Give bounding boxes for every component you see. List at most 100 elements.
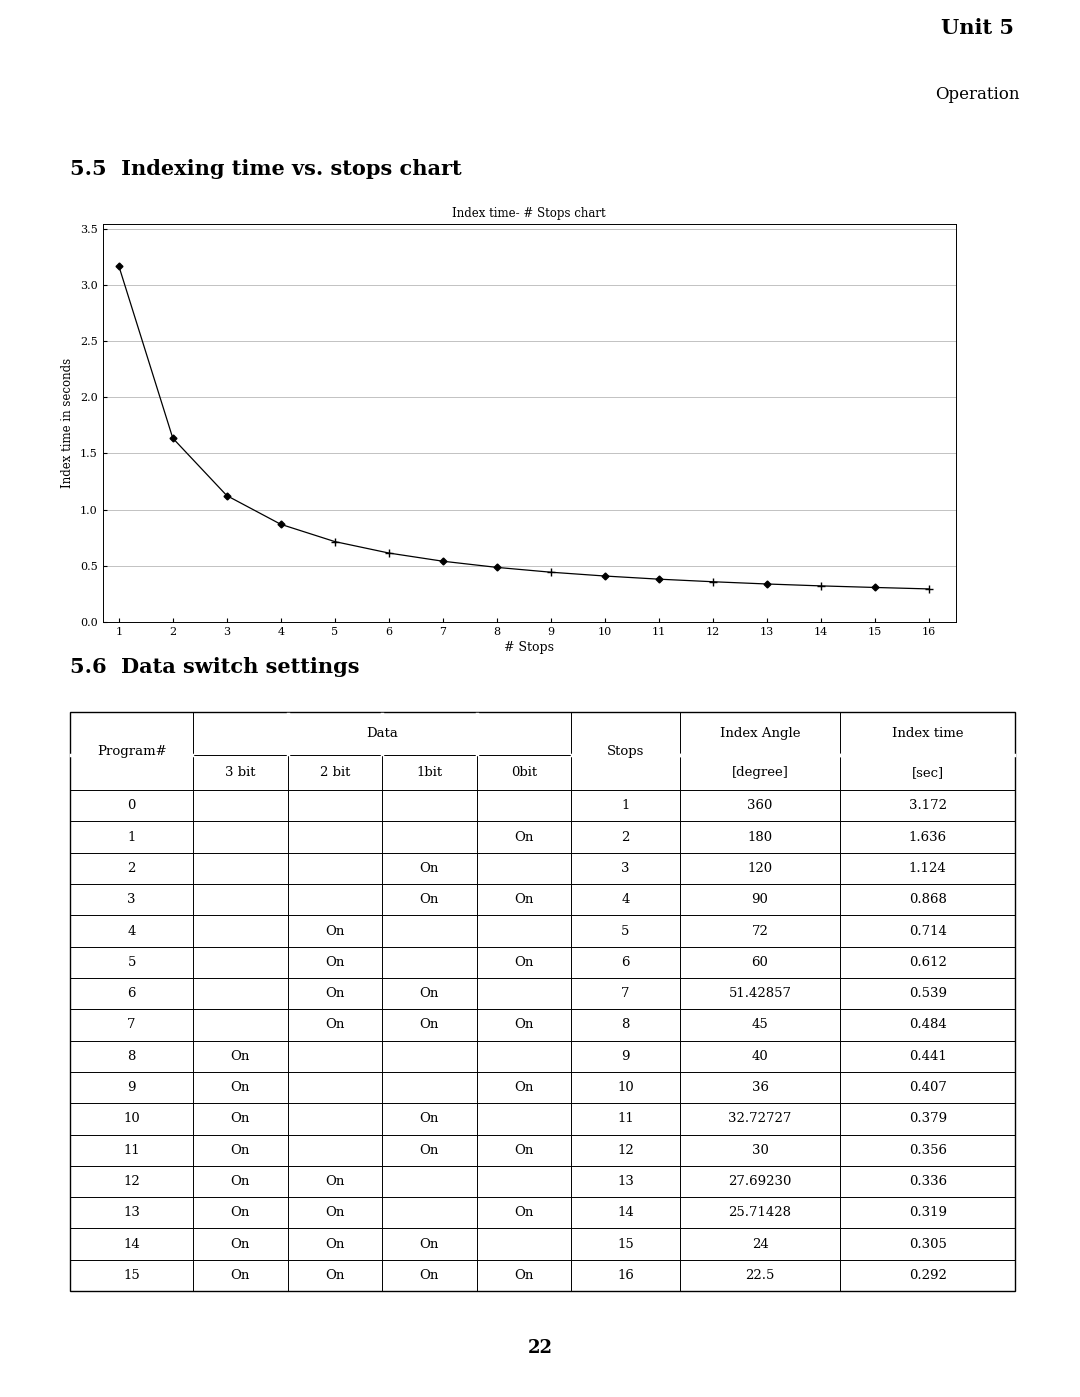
- Text: 0.484: 0.484: [909, 1018, 947, 1031]
- Text: 0: 0: [127, 799, 136, 812]
- Text: 14: 14: [123, 1238, 140, 1250]
- Text: On: On: [514, 1144, 534, 1157]
- Text: 3: 3: [127, 893, 136, 907]
- Text: 5: 5: [621, 925, 630, 937]
- Text: On: On: [514, 1018, 534, 1031]
- Text: 60: 60: [752, 956, 769, 970]
- Text: 90: 90: [752, 893, 769, 907]
- Text: 13: 13: [123, 1206, 140, 1220]
- Text: 72: 72: [752, 925, 769, 937]
- Text: 11: 11: [123, 1144, 140, 1157]
- Text: 22.5: 22.5: [745, 1268, 774, 1282]
- Text: On: On: [325, 1175, 345, 1187]
- Text: 5.5  Indexing time vs. stops chart: 5.5 Indexing time vs. stops chart: [70, 159, 462, 179]
- Text: 22: 22: [527, 1340, 553, 1356]
- Text: 7: 7: [621, 988, 630, 1000]
- Text: Operation: Operation: [935, 85, 1020, 103]
- Text: 10: 10: [123, 1112, 140, 1126]
- Text: 25.71428: 25.71428: [729, 1206, 792, 1220]
- Text: Index time: Index time: [892, 728, 963, 740]
- Text: 5.6  Data switch settings: 5.6 Data switch settings: [70, 657, 360, 678]
- Title: Index time- # Stops chart: Index time- # Stops chart: [453, 207, 606, 219]
- Text: On: On: [420, 1238, 438, 1250]
- Text: 36: 36: [752, 1081, 769, 1094]
- Text: 1.124: 1.124: [909, 862, 947, 875]
- Text: Index Angle: Index Angle: [719, 728, 800, 740]
- Text: On: On: [420, 1144, 438, 1157]
- Text: 0bit: 0bit: [511, 767, 537, 780]
- Text: On: On: [514, 831, 534, 844]
- Text: 0.336: 0.336: [908, 1175, 947, 1187]
- Text: On: On: [325, 925, 345, 937]
- Text: On: On: [325, 1268, 345, 1282]
- Text: On: On: [231, 1206, 249, 1220]
- Text: 3 bit: 3 bit: [225, 767, 256, 780]
- Text: 2 bit: 2 bit: [320, 767, 350, 780]
- Text: 3: 3: [621, 862, 630, 875]
- Text: On: On: [231, 1175, 249, 1187]
- Text: 0.714: 0.714: [909, 925, 947, 937]
- Text: 14: 14: [617, 1206, 634, 1220]
- Text: On: On: [231, 1144, 249, 1157]
- Text: On: On: [325, 1238, 345, 1250]
- Text: 0.305: 0.305: [909, 1238, 947, 1250]
- Text: On: On: [231, 1112, 249, 1126]
- Text: 27.69230: 27.69230: [728, 1175, 792, 1187]
- Text: 7: 7: [127, 1018, 136, 1031]
- Text: On: On: [514, 893, 534, 907]
- Text: 2: 2: [127, 862, 136, 875]
- Text: 1.636: 1.636: [908, 831, 947, 844]
- Text: 30: 30: [752, 1144, 769, 1157]
- Text: 51.42857: 51.42857: [729, 988, 792, 1000]
- Text: 180: 180: [747, 831, 772, 844]
- Text: 1: 1: [127, 831, 136, 844]
- Text: 1bit: 1bit: [416, 767, 443, 780]
- Text: 40: 40: [752, 1049, 769, 1063]
- Text: On: On: [514, 1081, 534, 1094]
- Text: 0.407: 0.407: [909, 1081, 947, 1094]
- Text: On: On: [514, 1268, 534, 1282]
- Text: 360: 360: [747, 799, 772, 812]
- Text: On: On: [325, 988, 345, 1000]
- Text: 0.868: 0.868: [909, 893, 947, 907]
- Text: 0.292: 0.292: [909, 1268, 947, 1282]
- Text: On: On: [231, 1081, 249, 1094]
- Text: On: On: [514, 1206, 534, 1220]
- Text: 0.612: 0.612: [909, 956, 947, 970]
- Text: 3.172: 3.172: [908, 799, 947, 812]
- Text: 2: 2: [621, 831, 630, 844]
- Text: 4: 4: [621, 893, 630, 907]
- Text: On: On: [420, 1112, 438, 1126]
- Text: 4: 4: [127, 925, 136, 937]
- Text: 15: 15: [123, 1268, 140, 1282]
- Text: On: On: [420, 893, 438, 907]
- Text: Unit 5: Unit 5: [941, 18, 1014, 38]
- Text: 9: 9: [127, 1081, 136, 1094]
- Text: On: On: [420, 1268, 438, 1282]
- Text: 11: 11: [617, 1112, 634, 1126]
- Text: On: On: [325, 1206, 345, 1220]
- Text: On: On: [420, 988, 438, 1000]
- Text: 12: 12: [617, 1144, 634, 1157]
- Text: On: On: [325, 1018, 345, 1031]
- Text: Program#: Program#: [97, 745, 166, 757]
- Text: 9: 9: [621, 1049, 630, 1063]
- Text: 32.72727: 32.72727: [728, 1112, 792, 1126]
- Text: 24: 24: [752, 1238, 769, 1250]
- Text: On: On: [420, 862, 438, 875]
- Text: 5: 5: [127, 956, 136, 970]
- Text: On: On: [514, 956, 534, 970]
- Text: 16: 16: [617, 1268, 634, 1282]
- Text: 10: 10: [617, 1081, 634, 1094]
- Text: On: On: [231, 1268, 249, 1282]
- Text: On: On: [231, 1238, 249, 1250]
- Text: 0.319: 0.319: [908, 1206, 947, 1220]
- Text: Stops: Stops: [607, 745, 644, 757]
- Text: 0.441: 0.441: [909, 1049, 947, 1063]
- Text: 15: 15: [617, 1238, 634, 1250]
- Text: 13: 13: [617, 1175, 634, 1187]
- Text: 8: 8: [621, 1018, 630, 1031]
- X-axis label: # Stops: # Stops: [504, 641, 554, 654]
- Text: On: On: [420, 1018, 438, 1031]
- Text: 0.539: 0.539: [908, 988, 947, 1000]
